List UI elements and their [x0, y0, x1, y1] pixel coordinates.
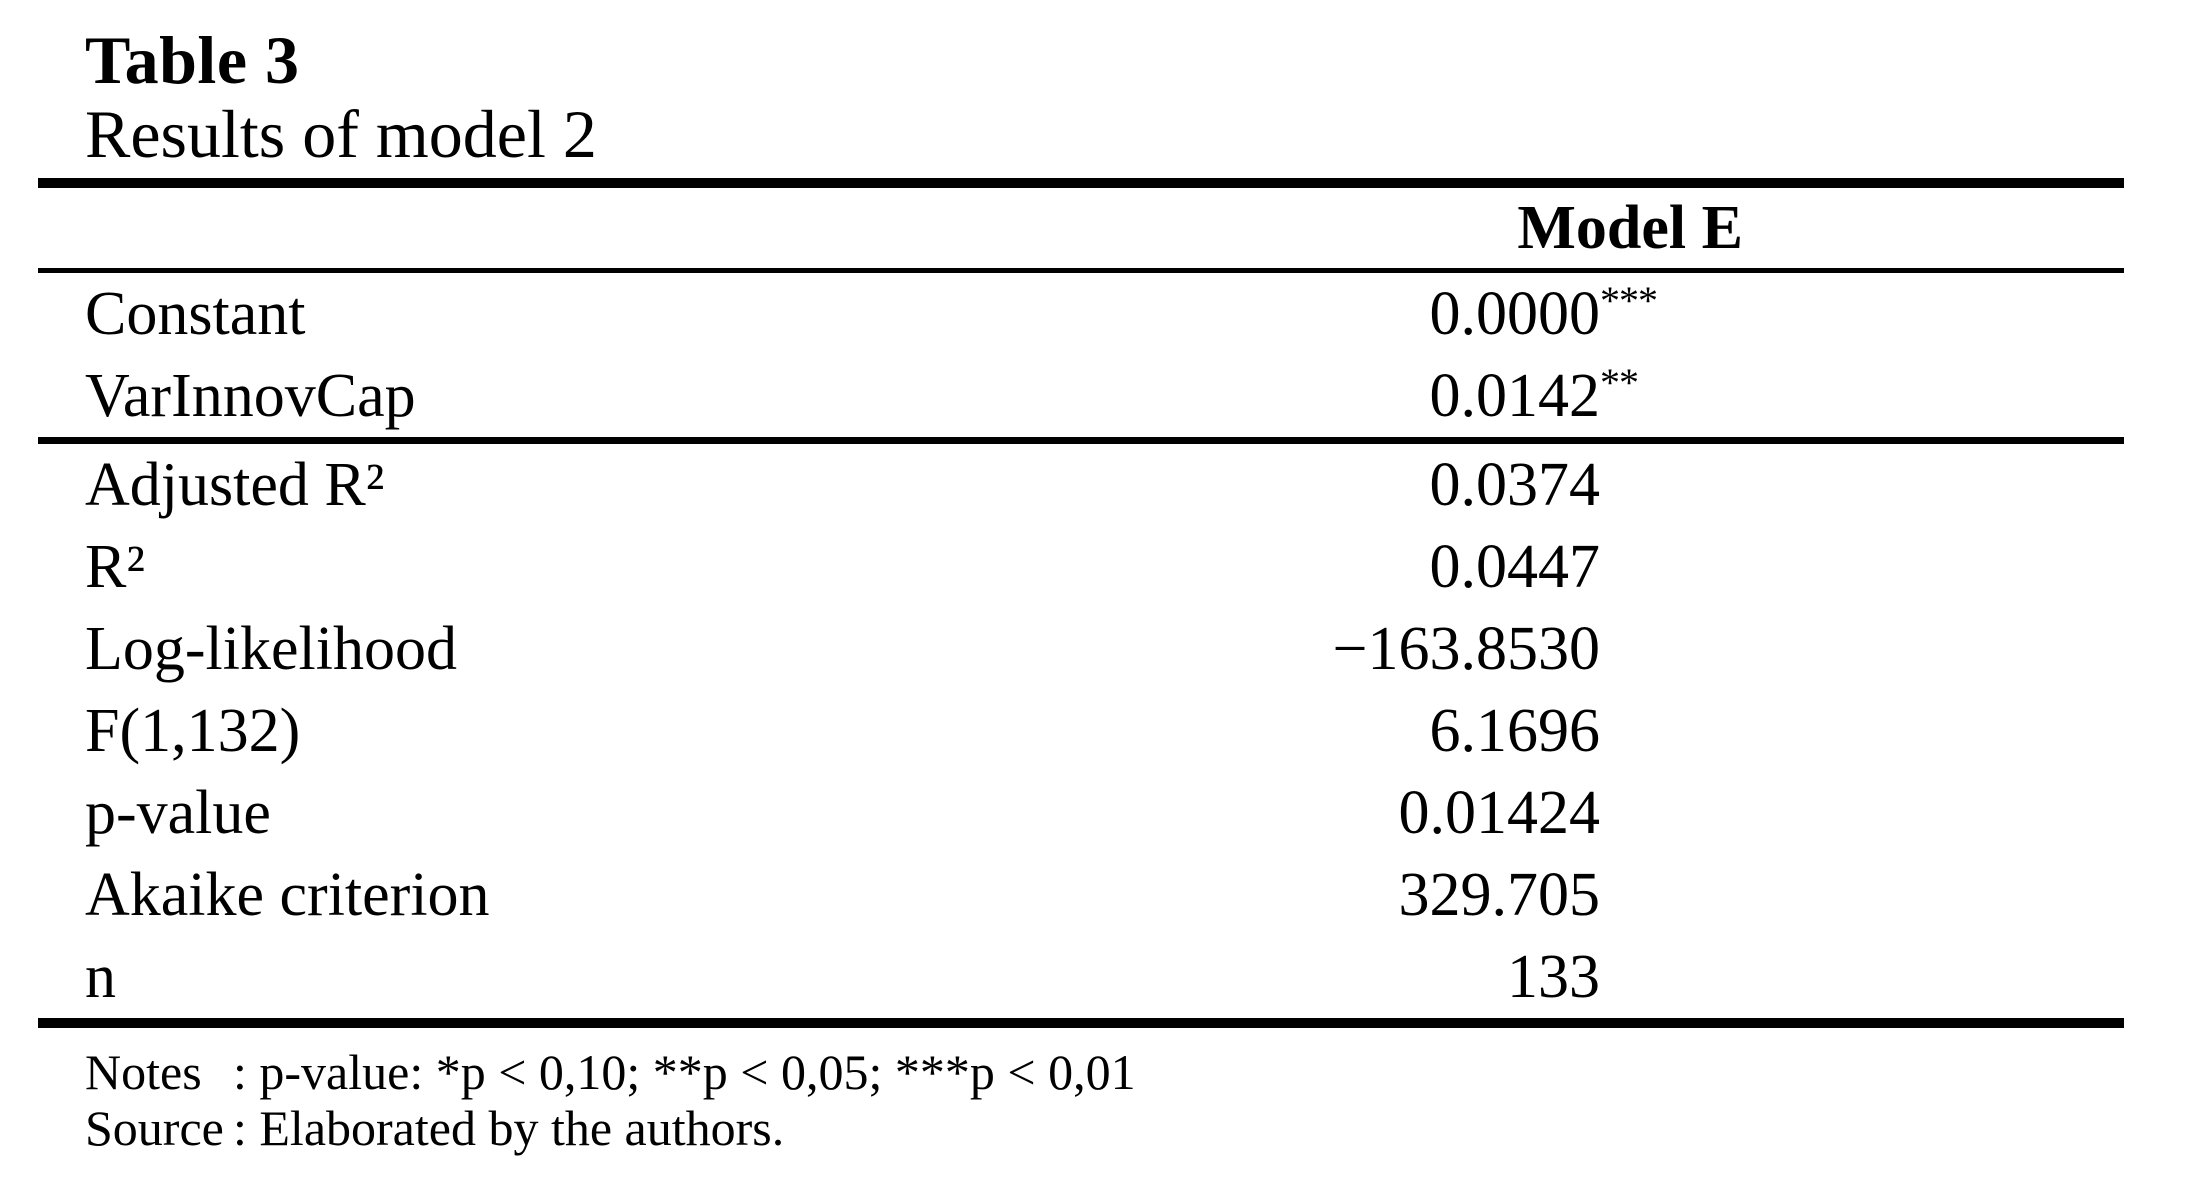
row-label: p-value	[85, 778, 271, 847]
header-row: Model E	[38, 188, 2124, 268]
row-label: R²	[85, 532, 145, 601]
notes-label: Notes	[85, 1044, 202, 1100]
table-row-r2: R² 0.0447	[38, 526, 2124, 608]
row-value: −163.8530	[838, 614, 2124, 685]
row-value: 329.705	[838, 860, 2124, 931]
column-header-model-e: Model E	[1517, 193, 1743, 262]
row-label: Akaike criterion	[85, 860, 490, 929]
bottom-rule	[38, 1018, 2124, 1028]
row-label: Adjusted R²	[85, 450, 385, 519]
statistic-value: 0.0374	[1429, 450, 1601, 519]
table-row-varinnovcap: VarInnovCap 0.0142**	[38, 355, 2124, 437]
paper-page: Table 3 Results of model 2 Model E Const…	[0, 24, 2186, 1187]
row-value: 6.1696	[838, 696, 2124, 767]
row-value: 0.0447	[838, 532, 2124, 603]
results-table: Model E Constant 0.0000*** VarInnovCap 0…	[38, 178, 2124, 1028]
row-value: 0.0142**	[1429, 359, 1640, 430]
mid-rule	[38, 437, 2124, 444]
header-rule	[38, 268, 2124, 273]
row-label: VarInnovCap	[85, 361, 416, 430]
row-value: 133	[838, 942, 2124, 1013]
statistic-value: 329.705	[1398, 860, 1601, 929]
row-label: Constant	[85, 279, 306, 348]
table-footer-notes: Notes : p-value: *p < 0,10; **p < 0,05; *…	[85, 1044, 2186, 1156]
row-label: F(1,132)	[85, 696, 301, 765]
table-row-n: n 133	[38, 936, 2124, 1018]
table-number-heading: Table 3	[85, 22, 300, 98]
statistic-value: −163.8530	[1332, 614, 1600, 683]
source-line: Source: Elaborated by the authors.	[85, 1100, 2186, 1156]
top-rule	[38, 178, 2124, 188]
row-label: Log-likelihood	[85, 614, 457, 683]
source-label: Source	[85, 1100, 224, 1156]
coefficient-value: 0.0000	[1429, 279, 1601, 348]
row-value: 0.0000***	[1429, 277, 1659, 348]
statistic-value: 6.1696	[1429, 696, 1601, 765]
notes-text: : p-value: *p < 0,10; **p < 0,05; ***p <…	[233, 1044, 1136, 1100]
row-value: 0.01424	[838, 778, 2124, 849]
coefficient-value: 0.0142	[1429, 361, 1601, 430]
table-row-constant: Constant 0.0000***	[38, 273, 2124, 355]
statistic-value: 133	[1507, 942, 1600, 1011]
row-value: 0.0374	[838, 450, 2124, 521]
table-row-log-likelihood: Log-likelihood −163.8530	[38, 608, 2124, 690]
notes-line: Notes : p-value: *p < 0,10; **p < 0,05; *…	[85, 1044, 2186, 1100]
table-row-akaike: Akaike criterion 329.705	[38, 854, 2124, 936]
source-text: : Elaborated by the authors.	[233, 1100, 785, 1156]
table-row-f-statistic: F(1,132) 6.1696	[38, 690, 2124, 772]
table-row-adjusted-r2: Adjusted R² 0.0374	[38, 444, 2124, 526]
statistic-value: 0.01424	[1398, 778, 1601, 847]
statistic-value: 0.0447	[1429, 532, 1601, 601]
table-caption: Results of model 2	[85, 96, 597, 172]
table-row-p-value: p-value 0.01424	[38, 772, 2124, 854]
row-label: n	[85, 942, 116, 1011]
